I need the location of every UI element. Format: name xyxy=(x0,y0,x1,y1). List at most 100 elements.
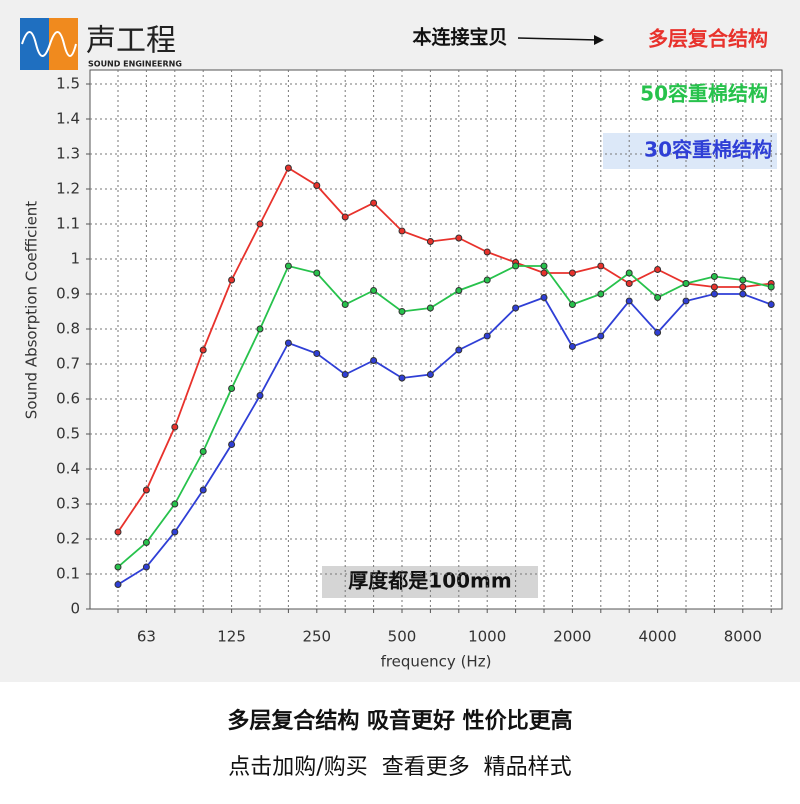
y-tick-label: 1.5 xyxy=(56,75,80,93)
data-point xyxy=(540,294,548,301)
data-point xyxy=(313,269,321,277)
data-point xyxy=(114,563,122,571)
data-point xyxy=(597,290,605,298)
data-point xyxy=(341,371,349,378)
data-point xyxy=(142,563,150,571)
x-tick-label: 2000 xyxy=(553,628,591,646)
data-point xyxy=(710,273,718,280)
data-point xyxy=(426,238,434,245)
y-tick-label: 0.9 xyxy=(56,285,80,303)
y-tick-label: 0.1 xyxy=(56,565,80,583)
logo: 声工程 SOUND ENGINEERNG xyxy=(20,18,182,70)
data-point xyxy=(568,301,576,308)
y-tick-label: 1.2 xyxy=(56,180,80,198)
data-point xyxy=(370,199,378,207)
data-point xyxy=(370,287,378,294)
x-tick-label: 63 xyxy=(137,628,156,646)
data-point xyxy=(171,500,179,508)
data-point xyxy=(313,182,321,189)
y-tick-label: 0.7 xyxy=(56,355,80,373)
data-point xyxy=(341,213,349,221)
data-point xyxy=(341,301,349,308)
logo-name: 声工程 xyxy=(86,24,176,59)
y-tick-label: 1 xyxy=(70,250,80,268)
data-point xyxy=(512,304,520,312)
arrow-head xyxy=(594,35,604,45)
data-point xyxy=(284,339,292,347)
data-point xyxy=(142,486,150,494)
data-point xyxy=(199,448,207,455)
y-tick-label: 0.5 xyxy=(56,425,80,443)
data-point xyxy=(682,280,690,287)
x-tick-label: 8000 xyxy=(724,628,762,646)
y-tick-label: 0.8 xyxy=(56,320,80,338)
data-point xyxy=(625,280,633,287)
data-point xyxy=(625,269,633,277)
data-point xyxy=(540,262,548,270)
y-tick-label: 0.2 xyxy=(56,530,80,548)
data-point xyxy=(398,374,406,382)
data-point xyxy=(739,276,747,284)
series-line xyxy=(117,264,772,568)
data-point xyxy=(455,287,463,294)
data-point xyxy=(426,371,434,378)
data-point xyxy=(739,290,747,298)
x-tick-label: 1000 xyxy=(468,628,506,646)
data-point xyxy=(426,304,434,312)
data-point xyxy=(171,423,179,431)
data-point xyxy=(682,297,690,305)
data-point xyxy=(398,227,406,235)
y-axis-label: Sound Absorption Coefficient xyxy=(23,201,41,419)
data-point xyxy=(568,343,576,350)
data-point xyxy=(710,283,718,291)
y-tick-label: 0.3 xyxy=(56,495,80,513)
data-point xyxy=(370,357,378,364)
legend-box xyxy=(603,133,777,169)
data-point xyxy=(597,332,605,340)
x-axis-label: frequency (Hz) xyxy=(381,653,492,671)
data-point xyxy=(455,234,463,242)
data-point xyxy=(284,262,292,270)
data-point xyxy=(199,346,207,354)
data-point xyxy=(540,269,548,277)
data-point xyxy=(398,308,406,315)
data-point xyxy=(171,528,179,536)
data-point xyxy=(710,290,718,298)
footer-links[interactable]: 点击加购/购买 查看更多 精品样式 xyxy=(228,755,571,780)
legend-entry: 多层复合结构 xyxy=(648,27,768,51)
data-point xyxy=(114,528,122,536)
legend-entry: 50容重棉结构 xyxy=(640,82,768,106)
data-point xyxy=(767,283,775,291)
y-tick-label: 0.4 xyxy=(56,460,80,478)
data-point xyxy=(256,220,264,228)
annotation: 本连接宝贝 xyxy=(412,26,507,49)
data-point xyxy=(228,276,236,284)
data-point xyxy=(739,283,747,291)
logo-wave xyxy=(21,31,77,57)
series-line xyxy=(117,293,772,586)
data-point xyxy=(512,262,520,270)
data-point xyxy=(767,301,775,308)
legend-entry: 30容重棉结构 xyxy=(644,138,772,162)
logo-subtitle: SOUND ENGINEERNG xyxy=(88,60,182,69)
data-point xyxy=(654,294,662,301)
data-point xyxy=(568,269,576,277)
data-point xyxy=(483,248,491,256)
x-tick-label: 250 xyxy=(302,628,331,646)
x-tick-label: 125 xyxy=(217,628,246,646)
x-tick-label: 4000 xyxy=(639,628,677,646)
y-tick-label: 0.6 xyxy=(56,390,80,408)
data-point xyxy=(256,325,264,333)
data-point xyxy=(228,441,236,448)
data-point xyxy=(654,329,662,336)
y-tick-label: 1.4 xyxy=(56,110,80,128)
y-tick-label: 0 xyxy=(70,600,80,618)
data-point xyxy=(284,164,292,172)
data-point xyxy=(597,262,605,270)
x-tick-label: 500 xyxy=(388,628,417,646)
data-point xyxy=(228,385,236,392)
data-point xyxy=(483,332,491,340)
data-point xyxy=(313,350,321,357)
data-point xyxy=(114,581,122,588)
